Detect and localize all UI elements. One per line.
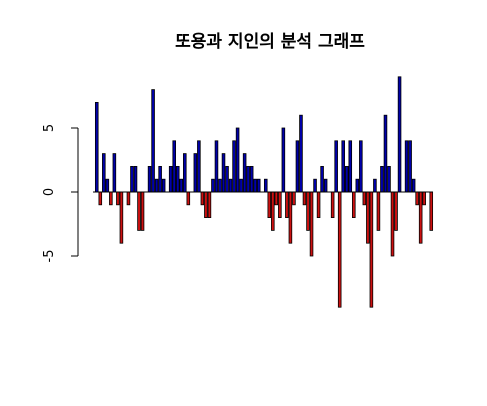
y-tick-label: 5 (42, 124, 57, 132)
bar-53 (278, 191, 282, 219)
bar-25 (179, 178, 184, 193)
bar-62 (309, 191, 314, 257)
bar-74 (352, 191, 356, 219)
bar-6 (112, 153, 117, 193)
bar-66 (323, 178, 328, 193)
bar-94 (422, 191, 426, 206)
bar-84 (387, 165, 391, 193)
bar-10 (126, 191, 131, 206)
bar-82 (380, 165, 384, 193)
bar-59 (299, 114, 303, 193)
bar-33 (207, 191, 212, 219)
bar-11 (130, 165, 134, 193)
bar-43 (242, 153, 247, 193)
bar-81 (376, 191, 381, 231)
bar-29 (193, 153, 198, 193)
bar-37 (221, 153, 226, 193)
chart-title: 또용과 지인의 분석 그래프 (175, 32, 365, 52)
bar-63 (313, 178, 317, 193)
bar-91 (411, 178, 416, 193)
bar-36 (218, 178, 222, 193)
bar-83 (383, 114, 388, 193)
bar-55 (285, 191, 289, 219)
bar-14 (140, 191, 145, 231)
y-tick-label: -5 (42, 250, 57, 263)
bar-96 (429, 191, 434, 231)
bar-39 (228, 178, 233, 193)
bar-75 (355, 178, 360, 193)
bar-50 (267, 191, 272, 219)
y-axis: -5 0 5 (42, 124, 79, 263)
bar-13 (137, 191, 141, 231)
bar-64 (316, 191, 321, 219)
bar-45 (249, 165, 254, 193)
bar-40 (232, 140, 236, 193)
bar-16 (147, 165, 152, 193)
bar-42 (239, 178, 243, 193)
bar-41 (235, 127, 240, 193)
bar-19 (158, 165, 162, 193)
bar-5 (109, 191, 113, 206)
bar-70 (337, 191, 342, 308)
bar-17 (151, 89, 155, 193)
bar-30 (197, 140, 201, 193)
bar-49 (263, 178, 268, 193)
bar-58 (295, 140, 300, 193)
bar-92 (415, 191, 419, 206)
bar-20 (161, 178, 166, 193)
bar-12 (133, 165, 138, 193)
bar-90 (408, 140, 412, 193)
bar-78 (366, 191, 370, 244)
bar-4 (105, 178, 110, 193)
bar-93 (418, 191, 423, 244)
bar-56 (288, 191, 293, 244)
bar-69 (334, 140, 338, 193)
bar-57 (292, 191, 296, 206)
bar-1 (94, 102, 99, 193)
bar-24 (175, 165, 180, 193)
bars-group (94, 76, 434, 308)
bar-51 (271, 191, 275, 231)
bar-18 (154, 178, 159, 193)
bar-87 (397, 76, 402, 193)
bar-77 (362, 191, 367, 206)
bar-3 (102, 153, 106, 193)
bar-68 (330, 191, 335, 219)
bar-23 (172, 140, 177, 193)
bar-71 (341, 140, 346, 193)
bar-61 (306, 191, 310, 231)
bar-76 (359, 140, 363, 193)
bar-89 (404, 140, 409, 193)
bar-65 (320, 165, 324, 193)
bar-44 (246, 165, 250, 193)
bar-2 (98, 191, 103, 206)
bar-46 (253, 178, 257, 193)
bar-26 (183, 153, 187, 193)
bar-73 (348, 140, 353, 193)
bar-7 (116, 191, 120, 206)
bar-54 (281, 127, 286, 193)
bar-38 (225, 165, 229, 193)
bar-34 (211, 178, 215, 193)
bar-22 (168, 165, 173, 193)
y-tick-label: 0 (42, 188, 57, 196)
bar-79 (369, 191, 374, 308)
bar-8 (119, 191, 124, 244)
bar-32 (204, 191, 208, 219)
bar-85 (390, 191, 395, 257)
bar-35 (214, 140, 219, 193)
bar-86 (394, 191, 398, 231)
bar-60 (302, 191, 307, 206)
bar-27 (186, 191, 191, 206)
bar-47 (256, 178, 261, 193)
bar-72 (344, 165, 349, 193)
bar-31 (200, 191, 205, 206)
bar-80 (373, 178, 377, 193)
bar-52 (274, 191, 279, 206)
